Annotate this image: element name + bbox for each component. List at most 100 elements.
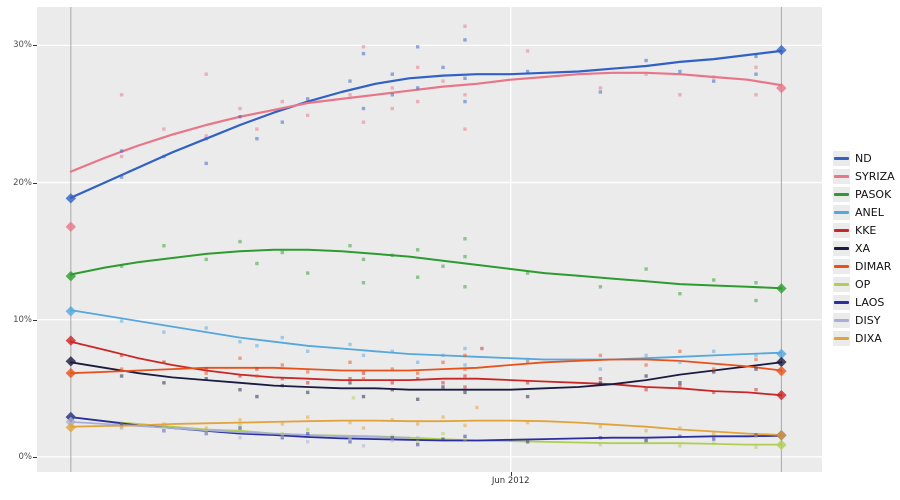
poll-points-dimar <box>119 349 758 381</box>
poll-point <box>416 371 420 375</box>
y-tick-mark <box>33 456 37 458</box>
legend-line-icon <box>834 318 849 322</box>
poll-point <box>441 79 445 83</box>
poll-point <box>280 99 284 104</box>
legend-item-kke: KKE <box>833 221 899 239</box>
poll-point <box>712 437 716 441</box>
poll-point <box>754 298 758 303</box>
poll-point <box>525 420 530 425</box>
poll-point <box>255 394 259 399</box>
poll-point <box>678 381 682 385</box>
poll-point <box>306 381 310 385</box>
poll-point <box>390 86 394 90</box>
trend-line-dimar <box>69 358 783 375</box>
poll-point <box>416 397 420 401</box>
trend-line-anel <box>69 309 783 361</box>
poll-point <box>162 330 166 334</box>
poll-point <box>280 335 284 340</box>
poll-point <box>598 86 603 90</box>
poll-point <box>754 445 758 449</box>
poll-point <box>678 93 682 97</box>
legend-item-syriza: SYRIZA <box>833 167 899 185</box>
poll-point <box>463 385 467 389</box>
y-tick-mark <box>33 45 37 47</box>
poll-point <box>416 248 420 252</box>
y-tick-label: 0% <box>18 451 33 462</box>
legend-label: OP <box>855 277 871 291</box>
poll-point <box>678 426 682 430</box>
poll-point <box>754 93 758 97</box>
poll-point <box>238 374 242 378</box>
poll-point <box>441 65 445 70</box>
poll-points-nd <box>119 38 758 179</box>
poll-point <box>348 381 352 385</box>
legend-label: ANEL <box>855 205 884 219</box>
result-jun-xa <box>776 356 787 368</box>
legend-key-swatch <box>833 204 850 220</box>
poll-point <box>644 58 648 63</box>
poll-point <box>348 244 352 248</box>
legend-key-swatch <box>833 186 850 202</box>
poll-point <box>712 349 716 353</box>
legend-item-op: OP <box>833 275 899 293</box>
poll-point <box>348 342 352 347</box>
poll-point <box>361 426 366 430</box>
poll-point <box>280 120 284 124</box>
trend-line-pasok <box>69 248 783 290</box>
poll-point <box>204 161 208 166</box>
poll-point <box>463 353 467 358</box>
poll-points-pasok <box>119 237 758 303</box>
y-tick-mark <box>33 319 37 321</box>
poll-point <box>598 353 603 358</box>
poll-point <box>463 437 467 441</box>
poll-point <box>463 363 467 367</box>
poll-point <box>416 65 420 70</box>
poll-point <box>416 360 420 364</box>
x-tick-label: Jun 2012 <box>491 476 530 486</box>
poll-point <box>306 415 310 419</box>
result-jun-kke <box>776 389 787 401</box>
poll-point <box>119 353 124 358</box>
poll-chart-canvas <box>37 7 822 472</box>
legend-label: XA <box>855 241 871 255</box>
poll-point <box>475 405 479 410</box>
poll-point <box>416 45 420 49</box>
legend-key-swatch <box>833 312 850 328</box>
poll-point <box>754 281 758 285</box>
legend-item-laos: LAOS <box>833 293 899 311</box>
poll-point <box>238 423 242 428</box>
legend-key-swatch <box>833 150 850 166</box>
poll-point <box>361 444 366 448</box>
poll-point <box>361 371 366 375</box>
poll-point <box>238 239 242 244</box>
poll-point <box>754 54 758 59</box>
poll-point <box>525 440 530 444</box>
poll-point <box>390 438 394 443</box>
poll-point <box>525 381 530 385</box>
poll-point <box>348 420 352 425</box>
poll-point <box>441 360 445 364</box>
trend-line-dixa <box>69 419 783 436</box>
poll-point <box>361 257 366 262</box>
legend-line-icon <box>834 282 849 286</box>
legend-line-icon <box>834 300 849 304</box>
poll-point <box>712 367 716 371</box>
poll-point <box>416 440 420 444</box>
result-jun-pasok <box>776 283 787 294</box>
poll-point <box>525 271 530 275</box>
result-jun-nd <box>776 44 787 56</box>
poll-point <box>361 377 366 381</box>
poll-point <box>712 390 716 395</box>
poll-point <box>644 363 648 367</box>
poll-point <box>280 250 284 255</box>
poll-point <box>712 79 716 83</box>
poll-point <box>644 374 648 378</box>
poll-point <box>204 371 208 375</box>
poll-point <box>361 394 366 399</box>
poll-point <box>306 440 310 444</box>
y-tick-label: 30% <box>13 40 32 51</box>
poll-point <box>119 154 124 159</box>
poll-point <box>162 360 166 364</box>
poll-point <box>238 106 242 111</box>
poll-point <box>238 388 242 392</box>
